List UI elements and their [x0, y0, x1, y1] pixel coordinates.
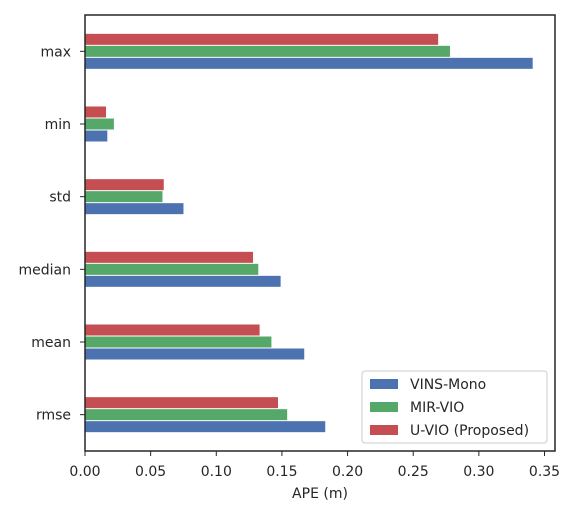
plot-frame	[84, 14, 556, 452]
legend-swatch	[370, 402, 398, 412]
bar-u-vio-proposed-median	[85, 251, 254, 263]
bar-u-vio-proposed-max	[85, 33, 439, 45]
bar-mir-vio-min	[85, 118, 114, 130]
bar-mir-vio-rmse	[85, 409, 288, 421]
x-tick-label: 0.20	[332, 464, 363, 480]
bar-u-vio-proposed-min	[85, 106, 107, 118]
x-tick-label: 0.15	[266, 464, 297, 480]
y-tick-label: median	[19, 262, 71, 278]
legend-swatch	[370, 379, 398, 389]
y-tick-label: std	[49, 190, 71, 206]
bar-vins-mono-max	[85, 57, 533, 69]
bar-vins-mono-min	[85, 130, 108, 142]
x-tick-label: 0.30	[463, 464, 494, 480]
legend-label: U-VIO (Proposed)	[410, 423, 529, 439]
bar-vins-mono-rmse	[85, 421, 326, 433]
bar-mir-vio-max	[85, 45, 450, 57]
bar-u-vio-proposed-std	[85, 179, 164, 191]
x-tick-label: 0.00	[69, 464, 100, 480]
legend-label: VINS-Mono	[410, 377, 486, 393]
y-tick-label: rmse	[36, 408, 71, 424]
bar-mir-vio-std	[85, 191, 163, 203]
x-tick-label: 0.05	[135, 464, 166, 480]
y-tick-label: min	[45, 117, 71, 133]
y-tick-label: max	[40, 44, 71, 60]
bar-vins-mono-mean	[85, 348, 305, 360]
x-tick-label: 0.35	[529, 464, 560, 480]
bars-layer	[85, 33, 533, 433]
bar-mir-vio-mean	[85, 336, 272, 348]
bar-u-vio-proposed-rmse	[85, 397, 278, 409]
legend-box	[361, 370, 548, 444]
legend-swatch	[370, 425, 398, 435]
bar-mir-vio-median	[85, 263, 259, 275]
x-axis-label: APE (m)	[292, 486, 348, 502]
bar-vins-mono-std	[85, 203, 184, 215]
y-tick-labels: max min std median mean rmse	[19, 44, 85, 424]
bar-vins-mono-median	[85, 275, 281, 287]
x-tick-labels: 0.00 0.05 0.10 0.15 0.20 0.25 0.30 0.35	[69, 451, 560, 480]
y-tick-label: mean	[31, 335, 71, 351]
bar-u-vio-proposed-mean	[85, 324, 260, 336]
x-tick-label: 0.10	[201, 464, 232, 480]
legend: VINS-Mono MIR-VIO U-VIO (Proposed)	[361, 370, 548, 444]
x-tick-label: 0.25	[398, 464, 429, 480]
legend-label: MIR-VIO	[410, 400, 464, 416]
